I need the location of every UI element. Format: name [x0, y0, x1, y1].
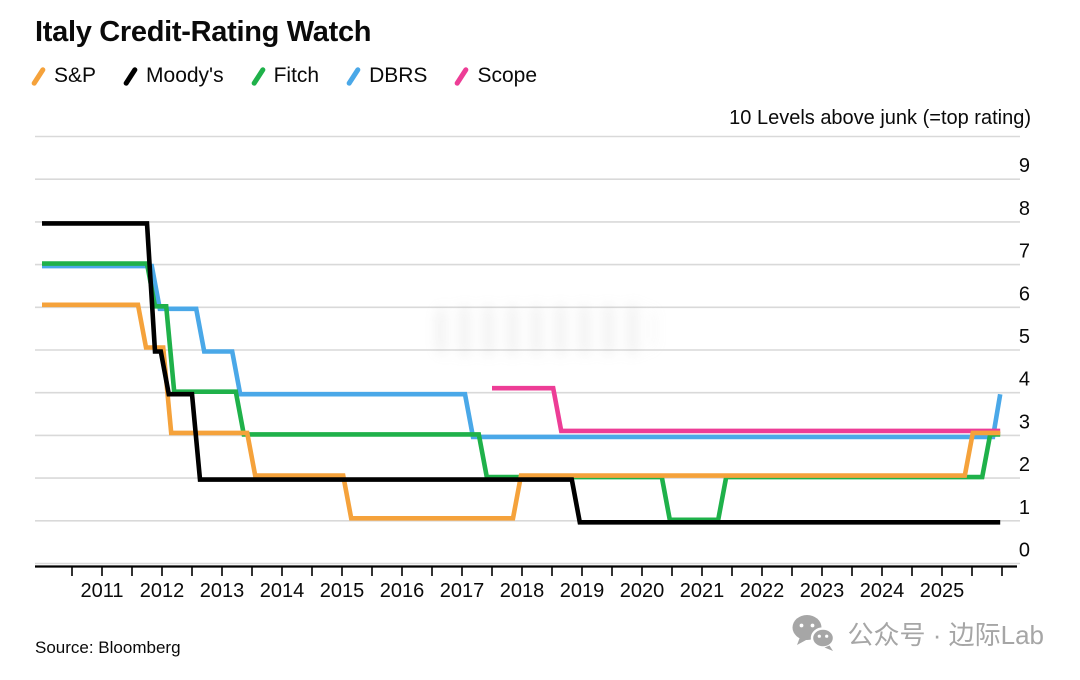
x-tick-label-2016: 2016: [380, 580, 425, 602]
legend-item-Moody's: Moody's: [122, 64, 224, 88]
chart-title: Italy Credit-Rating Watch: [35, 16, 372, 48]
series-line-DBRS: [42, 263, 1003, 440]
x-tick-label-2023: 2023: [800, 580, 845, 602]
x-tick-label-2018: 2018: [500, 580, 545, 602]
wechat-watermark: 公众号 · 边际Lab: [790, 614, 1045, 652]
x-tick-label-2017: 2017: [440, 580, 485, 602]
legend-item-DBRS: DBRS: [345, 64, 428, 88]
wechat-watermark-text: 公众号 · 边际Lab: [847, 619, 1045, 650]
x-axis: [35, 565, 1017, 576]
y-tick-label-6: 6: [1019, 283, 1030, 305]
x-tick-label-2020: 2020: [620, 580, 665, 602]
series-lines: [42, 221, 1003, 525]
legend-item-S&P: S&P: [30, 64, 97, 88]
blurred-watermark: [436, 304, 656, 356]
x-tick-label-2011: 2011: [80, 580, 123, 602]
y-tick-label-8: 8: [1019, 198, 1030, 220]
series-line-Scope: [492, 385, 1001, 434]
x-tick-label-2014: 2014: [260, 580, 305, 602]
legend-item-Fitch: Fitch: [250, 64, 320, 88]
x-tick-label-2015: 2015: [320, 580, 365, 602]
chart-legend: S&P Moody's Fitch DBRS Scope: [30, 64, 537, 88]
y-tick-label-1: 1: [1019, 497, 1030, 519]
source-label: Source: Bloomberg: [35, 638, 181, 657]
axis-labels: 9 8 7 6 5 4 3 2 1 0 2011 2012 2013 2014 2015 2016 2017 20…: [80, 155, 1030, 602]
y-tick-label-2: 2: [1019, 454, 1030, 476]
x-tick-label-2019: 2019: [560, 580, 605, 602]
wechat-icon: [792, 615, 835, 651]
y-tick-label-5: 5: [1019, 326, 1030, 348]
y-tick-label-7: 7: [1019, 241, 1030, 263]
x-tick-label-2025: 2025: [920, 580, 965, 602]
x-tick-label-2022: 2022: [740, 580, 785, 602]
x-tick-label-2012: 2012: [140, 580, 185, 602]
y-tick-label-9: 9: [1019, 155, 1030, 177]
legend-label: Fitch: [273, 64, 320, 87]
legend-label: DBRS: [369, 64, 428, 87]
x-tick-label-2021: 2021: [680, 580, 725, 602]
x-tick-label-2013: 2013: [200, 580, 245, 602]
legend-label: Scope: [477, 64, 537, 87]
y-tick-label-0: 0: [1019, 540, 1030, 562]
legend-item-Scope: Scope: [454, 64, 537, 88]
x-tick-label-2024: 2024: [860, 580, 905, 602]
y-axis-top-label: 10 Levels above junk (=top rating): [729, 107, 1031, 129]
series-line-Moody's: [42, 221, 1001, 525]
legend-label: S&P: [54, 64, 97, 87]
series-line-S&P: [42, 302, 1001, 521]
y-tick-label-4: 4: [1019, 369, 1030, 391]
legend-label: Moody's: [146, 64, 224, 87]
y-tick-label-3: 3: [1019, 411, 1030, 433]
